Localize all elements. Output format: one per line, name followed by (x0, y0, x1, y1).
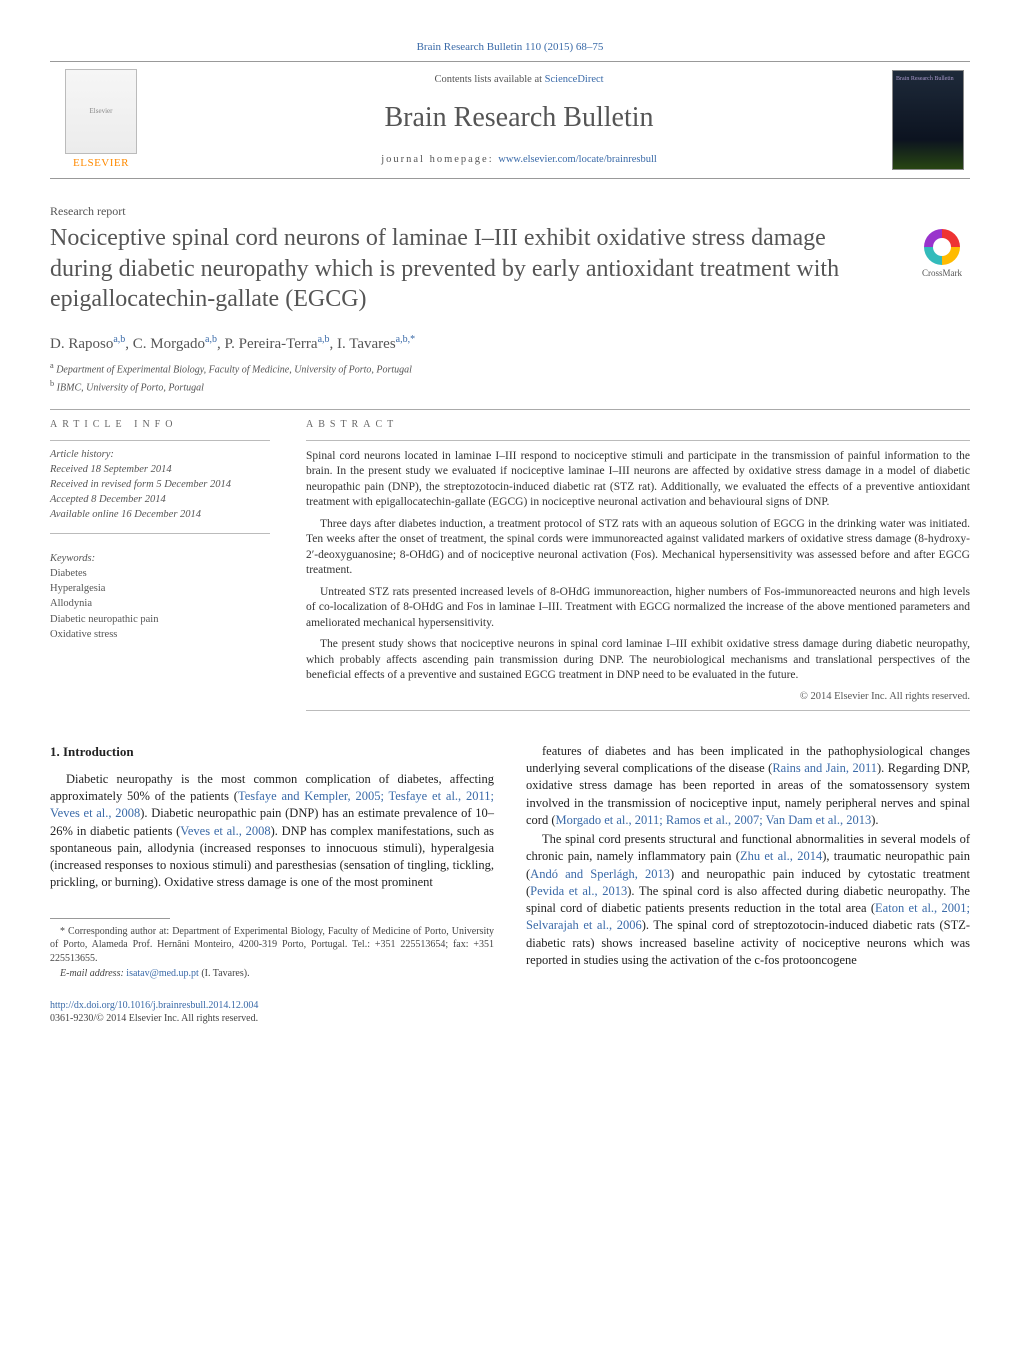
corresponding-email-link[interactable]: isatav@med.up.pt (126, 968, 199, 979)
footnote-separator (50, 918, 170, 919)
intro-para-2: features of diabetes and has been implic… (526, 743, 970, 829)
crossmark-icon (924, 229, 960, 265)
journal-homepage-line: journal homepage: www.elsevier.com/locat… (156, 153, 882, 167)
citation-link[interactable]: Pevida et al., 2013 (530, 884, 627, 898)
journal-name: Brain Research Bulletin (156, 99, 882, 137)
email-label: E-mail address: (60, 968, 124, 979)
contents-available-line: Contents lists available at ScienceDirec… (156, 73, 882, 87)
author-list: D. Raposoa,b, C. Morgadoa,b, P. Pereira-… (50, 333, 970, 354)
copyright-line: © 2014 Elsevier Inc. All rights reserved… (306, 690, 970, 704)
history-received: Received 18 September 2014 (50, 462, 270, 477)
article-info-heading: ARTICLE INFO (50, 418, 270, 432)
intro-para-3: The spinal cord presents structural and … (526, 831, 970, 969)
citation-link[interactable]: Andó and Sperlágh, 2013 (530, 867, 670, 881)
cover-label: Brain Research Bulletin (896, 75, 960, 83)
affiliations: a Department of Experimental Biology, Fa… (50, 360, 970, 395)
publisher-block: Elsevier ELSEVIER (56, 69, 146, 171)
doi-block: http://dx.doi.org/10.1016/j.brainresbull… (50, 999, 494, 1027)
corresponding-author-note: * Corresponding author at: Department of… (50, 925, 494, 966)
elsevier-tree-icon: Elsevier (65, 69, 137, 154)
history-revised: Received in revised form 5 December 2014 (50, 477, 270, 492)
abstract-paragraph: The present study shows that nociceptive… (306, 637, 970, 684)
keywords-list: DiabetesHyperalgesiaAllodyniaDiabetic ne… (50, 566, 270, 642)
footnotes: * Corresponding author at: Department of… (50, 925, 494, 981)
citation-link[interactable]: Rains and Jain, 2011 (772, 761, 877, 775)
history-online: Available online 16 December 2014 (50, 507, 270, 522)
article-section-label: Research report (50, 203, 970, 219)
abstract-paragraph: Three days after diabetes induction, a t… (306, 517, 970, 579)
abstract-paragraph: Untreated STZ rats presented increased l… (306, 585, 970, 632)
intro-heading: 1. Introduction (50, 743, 494, 761)
journal-cover-thumbnail: Brain Research Bulletin (892, 70, 964, 170)
citation-link[interactable]: Veves et al., 2008 (180, 824, 270, 838)
journal-homepage-link[interactable]: www.elsevier.com/locate/brainresbull (498, 154, 657, 165)
email-attribution: (I. Tavares). (201, 968, 249, 979)
email-line: E-mail address: isatav@med.up.pt (I. Tav… (50, 967, 494, 981)
paper-title: Nociceptive spinal cord neurons of lamin… (50, 223, 840, 315)
article-history: Article history: Received 18 September 2… (50, 447, 270, 523)
article-info-column: ARTICLE INFO Article history: Received 1… (50, 418, 270, 711)
section-divider (50, 409, 970, 410)
sciencedirect-link[interactable]: ScienceDirect (545, 74, 604, 85)
keyword-item: Oxidative stress (50, 627, 270, 642)
journal-reference: Brain Research Bulletin 110 (2015) 68–75 (50, 40, 970, 55)
abstract-paragraph: Spinal cord neurons located in laminae I… (306, 449, 970, 511)
text-run: ). (871, 813, 878, 827)
article-body: 1. Introduction Diabetic neuropathy is t… (50, 743, 970, 1026)
crossmark-label: CrossMark (922, 267, 962, 279)
crossmark-badge[interactable]: CrossMark (914, 229, 970, 279)
abstract-column: ABSTRACT Spinal cord neurons located in … (306, 418, 970, 711)
intro-para-1: Diabetic neuropathy is the most common c… (50, 771, 494, 892)
keyword-item: Diabetes (50, 566, 270, 581)
publisher-name: ELSEVIER (73, 156, 129, 171)
keyword-item: Allodynia (50, 596, 270, 611)
keyword-item: Diabetic neuropathic pain (50, 612, 270, 627)
contents-prefix: Contents lists available at (434, 74, 544, 85)
keyword-item: Hyperalgesia (50, 581, 270, 596)
journal-header-bar: Elsevier ELSEVIER Contents lists availab… (50, 61, 970, 179)
doi-link[interactable]: http://dx.doi.org/10.1016/j.brainresbull… (50, 1000, 258, 1011)
citation-link[interactable]: Morgado et al., 2011; Ramos et al., 2007… (556, 813, 872, 827)
homepage-label: journal homepage: (381, 154, 498, 165)
header-center: Contents lists available at ScienceDirec… (146, 73, 892, 167)
abstract-heading: ABSTRACT (306, 418, 970, 432)
keywords-label: Keywords: (50, 552, 270, 566)
citation-link[interactable]: Zhu et al., 2014 (740, 849, 822, 863)
issn-copyright: 0361-9230/© 2014 Elsevier Inc. All right… (50, 1013, 258, 1024)
history-label: Article history: (50, 447, 270, 462)
history-accepted: Accepted 8 December 2014 (50, 492, 270, 507)
